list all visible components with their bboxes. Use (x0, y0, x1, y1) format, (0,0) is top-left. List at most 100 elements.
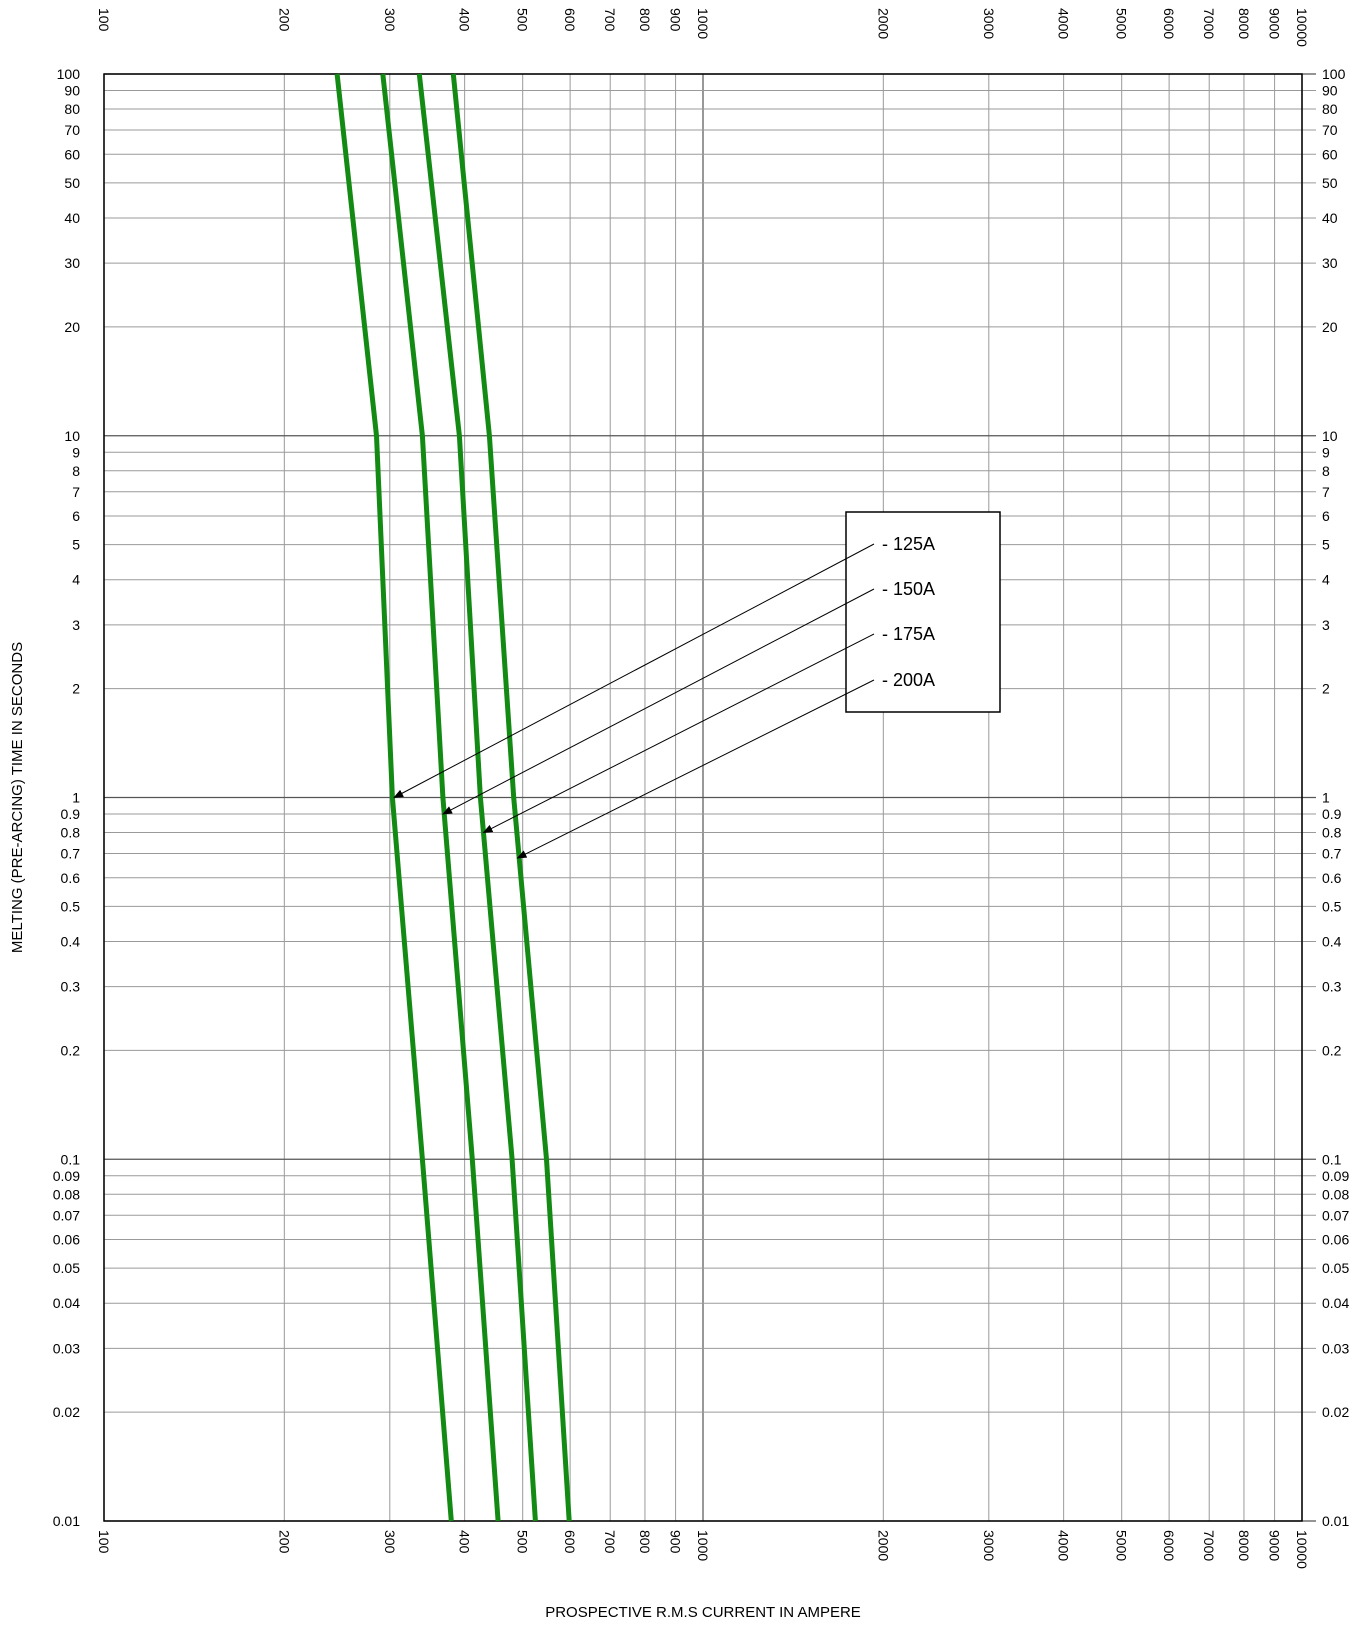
series-layer (334, 73, 572, 1522)
y-tick-label-right: 5 (1322, 537, 1330, 553)
legend-arrow-200A (516, 679, 875, 859)
y-tick-label-right: 0.01 (1322, 1513, 1349, 1529)
x-tick-label: 900 (668, 1530, 684, 1554)
legend-label-200A: - 200A (882, 670, 935, 690)
y-tick-label-left: 0.07 (53, 1207, 80, 1223)
x-tick-label: 4000 (1056, 8, 1072, 39)
y-tick-label-right: 50 (1322, 175, 1338, 191)
x-tick-label: 8000 (1236, 8, 1252, 39)
y-tick-label-right: 4 (1322, 572, 1330, 588)
y-tick-label-right: 0.1 (1322, 1151, 1342, 1167)
y-tick-label-right: 2 (1322, 681, 1330, 697)
y-tick-label-right: 30 (1322, 255, 1338, 271)
x-tick-label: 3000 (981, 8, 997, 39)
x-tick-label: 6000 (1161, 1530, 1177, 1561)
y-tick-label-left: 30 (64, 255, 80, 271)
y-tick-label-right: 100 (1322, 66, 1346, 82)
y-tick-label-left: 0.8 (61, 825, 81, 841)
y-tick-label-left: 80 (64, 101, 80, 117)
y-tick-label-right: 0.08 (1322, 1186, 1349, 1202)
x-tick-label: 9000 (1267, 1530, 1283, 1561)
legend-label-150A: - 150A (882, 579, 935, 599)
x-tick-label: 500 (515, 8, 531, 32)
y-tick-label-right: 0.03 (1322, 1340, 1349, 1356)
x-tick-label: 700 (602, 1530, 618, 1554)
y-tick-label-right: 20 (1322, 319, 1338, 335)
y-tick-label-right: 7 (1322, 484, 1330, 500)
x-tick-label: 300 (382, 8, 398, 32)
y-tick-label-left: 60 (64, 146, 80, 162)
x-tick-label: 6000 (1161, 8, 1177, 39)
x-axis-title: PROSPECTIVE R.M.S CURRENT IN AMPERE (545, 1604, 861, 1621)
x-tick-label: 9000 (1267, 8, 1283, 39)
y-tick-label-right: 0.02 (1322, 1404, 1349, 1420)
x-tick-label: 600 (562, 1530, 578, 1554)
y-tick-label-right: 90 (1322, 83, 1338, 99)
y-tick-label-right: 3 (1322, 617, 1330, 633)
y-tick-label-left: 0.03 (53, 1340, 80, 1356)
y-tick-label-left: 0.05 (53, 1260, 80, 1276)
x-tick-label: 200 (276, 8, 292, 32)
y-tick-label-left: 0.7 (61, 846, 81, 862)
y-tick-label-right: 0.8 (1322, 825, 1342, 841)
y-tick-label-right: 0.6 (1322, 870, 1342, 886)
y-tick-label-right: 10 (1322, 428, 1338, 444)
series-line-150A (380, 73, 501, 1522)
y-tick-label-left: 6 (72, 508, 80, 524)
y-tick-label-right: 0.06 (1322, 1232, 1349, 1248)
y-tick-label-left: 9 (72, 444, 80, 460)
y-tick-label-right: 0.05 (1322, 1260, 1349, 1276)
y-tick-label-right: 1 (1322, 790, 1330, 806)
y-tick-label-right: 0.9 (1322, 806, 1342, 822)
y-tick-label-left: 90 (64, 83, 80, 99)
x-tick-label: 1000 (695, 1530, 711, 1561)
x-tick-label: 3000 (981, 1530, 997, 1561)
x-tick-label: 600 (562, 8, 578, 32)
y-tick-label-left: 8 (72, 463, 80, 479)
y-tick-label-left: 0.01 (53, 1513, 80, 1529)
y-tick-label-left: 0.04 (53, 1295, 80, 1311)
legend-arrow-150A (442, 588, 875, 815)
x-tick-label: 100 (96, 8, 112, 32)
y-tick-label-right: 0.07 (1322, 1207, 1349, 1223)
y-tick-label-left: 0.4 (61, 933, 81, 949)
y-tick-label-left: 100 (57, 66, 81, 82)
x-tick-label: 900 (668, 8, 684, 32)
y-tick-label-right: 80 (1322, 101, 1338, 117)
y-axis-title: MELTING (PRE-ARCING) TIME IN SECONDS (9, 642, 26, 953)
y-tick-label-left: 3 (72, 617, 80, 633)
x-tick-label: 400 (457, 1530, 473, 1554)
y-tick-label-left: 40 (64, 210, 80, 226)
y-tick-label-right: 0.04 (1322, 1295, 1349, 1311)
y-tick-label-left: 5 (72, 537, 80, 553)
y-tick-label-left: 7 (72, 484, 80, 500)
y-tick-label-left: 0.2 (61, 1042, 81, 1058)
x-tick-label: 4000 (1056, 1530, 1072, 1561)
series-line-200A (450, 73, 572, 1522)
y-tick-label-left: 0.02 (53, 1404, 80, 1420)
y-tick-label-left: 0.1 (61, 1151, 81, 1167)
series-line-175A (416, 73, 538, 1522)
x-tick-label: 300 (382, 1530, 398, 1554)
x-tick-label: 500 (515, 1530, 531, 1554)
y-tick-label-right: 0.3 (1322, 979, 1342, 995)
y-tick-label-right: 0.09 (1322, 1168, 1349, 1184)
legend: - 125A - 150A - 175A - 200A (393, 511, 1001, 859)
y-gridlines (104, 73, 1316, 1522)
y-tick-label-left: 0.5 (61, 898, 81, 914)
y-tick-label-right: 60 (1322, 146, 1338, 162)
x-tick-label: 1000 (695, 8, 711, 39)
y-tick-label-right: 6 (1322, 508, 1330, 524)
x-tick-label: 7000 (1201, 8, 1217, 39)
x-tick-label: 100 (96, 1530, 112, 1554)
y-tick-label-right: 0.7 (1322, 846, 1342, 862)
x-tick-label: 7000 (1201, 1530, 1217, 1561)
y-tick-label-right: 40 (1322, 210, 1338, 226)
x-tick-label: 800 (637, 1530, 653, 1554)
x-tick-label: 10000 (1294, 8, 1310, 47)
x-tick-label: 8000 (1236, 1530, 1252, 1561)
tick-labels: 100 100 200 200 300 300 400 400 500 500 600 600 700 7… (53, 8, 1350, 1569)
y-tick-label-left: 0.09 (53, 1168, 80, 1184)
y-tick-label-right: 0.4 (1322, 933, 1342, 949)
y-tick-label-right: 9 (1322, 444, 1330, 460)
